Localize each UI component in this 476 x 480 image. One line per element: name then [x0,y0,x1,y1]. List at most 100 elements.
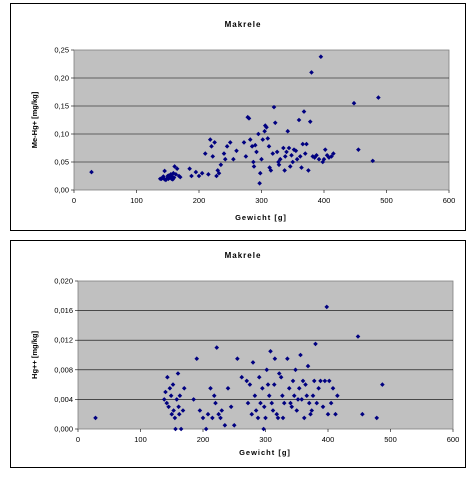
data-point [304,393,310,398]
data-point [286,145,292,151]
data-point [331,151,336,156]
y-tick-label: 0,004 [54,395,73,404]
data-point [216,170,222,176]
chart-hg: Makrele 0,000 0,004 0,008 0,012 0,016 0,020 0… [10,240,466,468]
data-point [376,95,381,100]
data-point [270,151,276,156]
data-point [167,386,173,391]
data-point [210,154,216,159]
data-point [270,408,276,413]
data-point [370,158,376,164]
x-tick-label: 300 [255,196,268,205]
data-point [222,423,228,428]
data-point [234,148,239,154]
x-axis-label: Gewicht [g] [239,448,291,457]
data-point [269,400,275,406]
data-point [271,104,277,110]
x-tick-label: 200 [197,435,210,444]
data-point [162,168,167,174]
data-point [275,415,281,421]
data-point [281,145,286,151]
y-tick-label: 0,020 [54,277,73,286]
data-point [163,389,168,395]
data-point [251,159,256,165]
data-point [299,397,305,402]
data-point [301,109,307,114]
data-point [290,378,296,384]
data-point [265,382,271,387]
data-point [256,131,261,137]
data-point [218,162,224,168]
data-point [318,54,324,60]
chart-hg-svg: Makrele 0,000 0,004 0,008 0,012 0,016 0,020 0… [30,251,459,457]
data-point [374,415,380,421]
data-point [309,408,315,413]
data-point [245,400,251,406]
data-point [324,304,330,310]
data-point [293,148,299,154]
data-point [211,393,217,398]
data-point [313,341,318,347]
data-points [89,54,381,186]
x-tick-label: 500 [384,435,397,444]
data-point [176,411,182,417]
data-point [316,386,321,391]
data-point [180,408,186,413]
data-point [253,408,259,413]
data-point [277,156,283,162]
data-point [296,117,302,123]
data-point [282,168,287,173]
data-point [328,400,334,406]
data-point [210,415,215,421]
data-point [212,140,217,145]
data-point [224,144,230,149]
data-point [219,408,225,413]
data-point [222,156,228,162]
data-point [303,382,308,387]
data-point [329,154,334,159]
x-axis-label: Gewicht [g] [235,213,287,222]
x-tick-labels: 0 100 200 300 400 500 600 [76,429,459,444]
data-point [294,156,300,162]
data-point [247,137,253,142]
chart-title: Makrele [225,251,262,260]
data-point [316,156,322,162]
y-tick-label: 0,05 [54,158,69,167]
data-point [356,147,361,152]
data-point [322,378,328,384]
x-tick-labels: 0 100 200 300 400 500 600 [72,190,455,205]
data-point [330,386,336,391]
data-point [239,374,245,380]
data-point [246,116,252,121]
data-point [168,393,174,398]
data-point [294,408,300,413]
data-point [281,400,287,406]
data-point [231,156,236,162]
data-point [175,371,181,376]
data-point [266,393,272,398]
data-point [258,400,263,406]
plot-area [77,280,454,430]
data-point [260,137,266,142]
data-point [290,159,296,165]
x-tick-label: 400 [318,196,331,205]
data-point [189,173,194,179]
x-tick-label: 0 [76,435,80,444]
data-point [308,411,313,417]
data-point [196,173,202,179]
data-point [261,404,267,410]
data-point [298,352,303,358]
data-point [202,151,208,156]
y-axis-label: Hg++ [mg/kg] [30,331,39,379]
data-point [302,151,308,156]
data-point [228,404,234,410]
data-point [225,386,231,391]
data-point [285,128,291,134]
data-point [170,382,176,387]
data-point [191,397,196,402]
y-axis-label: Me-Hg+ [mg/kg] [30,91,39,148]
data-point [254,149,259,155]
data-point [271,382,277,387]
data-point [291,393,297,398]
data-point [174,166,180,172]
